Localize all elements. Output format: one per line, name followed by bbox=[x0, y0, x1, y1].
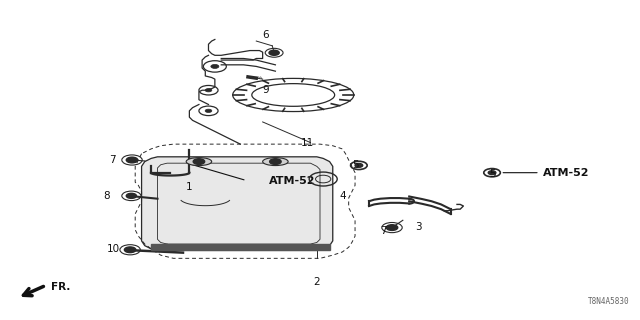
Ellipse shape bbox=[186, 158, 212, 165]
Text: 2: 2 bbox=[314, 277, 320, 287]
Circle shape bbox=[126, 157, 138, 163]
Text: 5: 5 bbox=[352, 160, 358, 170]
Text: 4: 4 bbox=[339, 191, 346, 202]
Text: 11: 11 bbox=[301, 138, 314, 148]
Circle shape bbox=[126, 193, 136, 198]
Polygon shape bbox=[151, 244, 330, 251]
Circle shape bbox=[387, 225, 397, 230]
Text: T8N4A5830: T8N4A5830 bbox=[588, 297, 629, 306]
Polygon shape bbox=[141, 157, 333, 251]
Text: ATM-52: ATM-52 bbox=[269, 176, 316, 186]
Text: 5: 5 bbox=[489, 169, 495, 179]
Ellipse shape bbox=[262, 158, 288, 165]
Text: 10: 10 bbox=[106, 244, 120, 254]
Text: 1: 1 bbox=[186, 182, 193, 192]
Circle shape bbox=[211, 64, 219, 68]
Circle shape bbox=[205, 109, 212, 113]
Circle shape bbox=[355, 164, 363, 167]
Text: 6: 6 bbox=[262, 30, 269, 40]
Circle shape bbox=[124, 247, 136, 252]
Text: 7: 7 bbox=[380, 226, 387, 236]
Circle shape bbox=[269, 159, 281, 164]
Text: FR.: FR. bbox=[51, 282, 70, 292]
Circle shape bbox=[205, 89, 212, 92]
Text: 8: 8 bbox=[103, 191, 110, 202]
Text: 7: 7 bbox=[109, 155, 116, 165]
Text: 3: 3 bbox=[415, 222, 422, 232]
Text: 9: 9 bbox=[262, 85, 269, 95]
Circle shape bbox=[488, 171, 496, 175]
Circle shape bbox=[193, 159, 205, 164]
Text: ATM-52: ATM-52 bbox=[543, 168, 589, 178]
Circle shape bbox=[269, 50, 279, 55]
